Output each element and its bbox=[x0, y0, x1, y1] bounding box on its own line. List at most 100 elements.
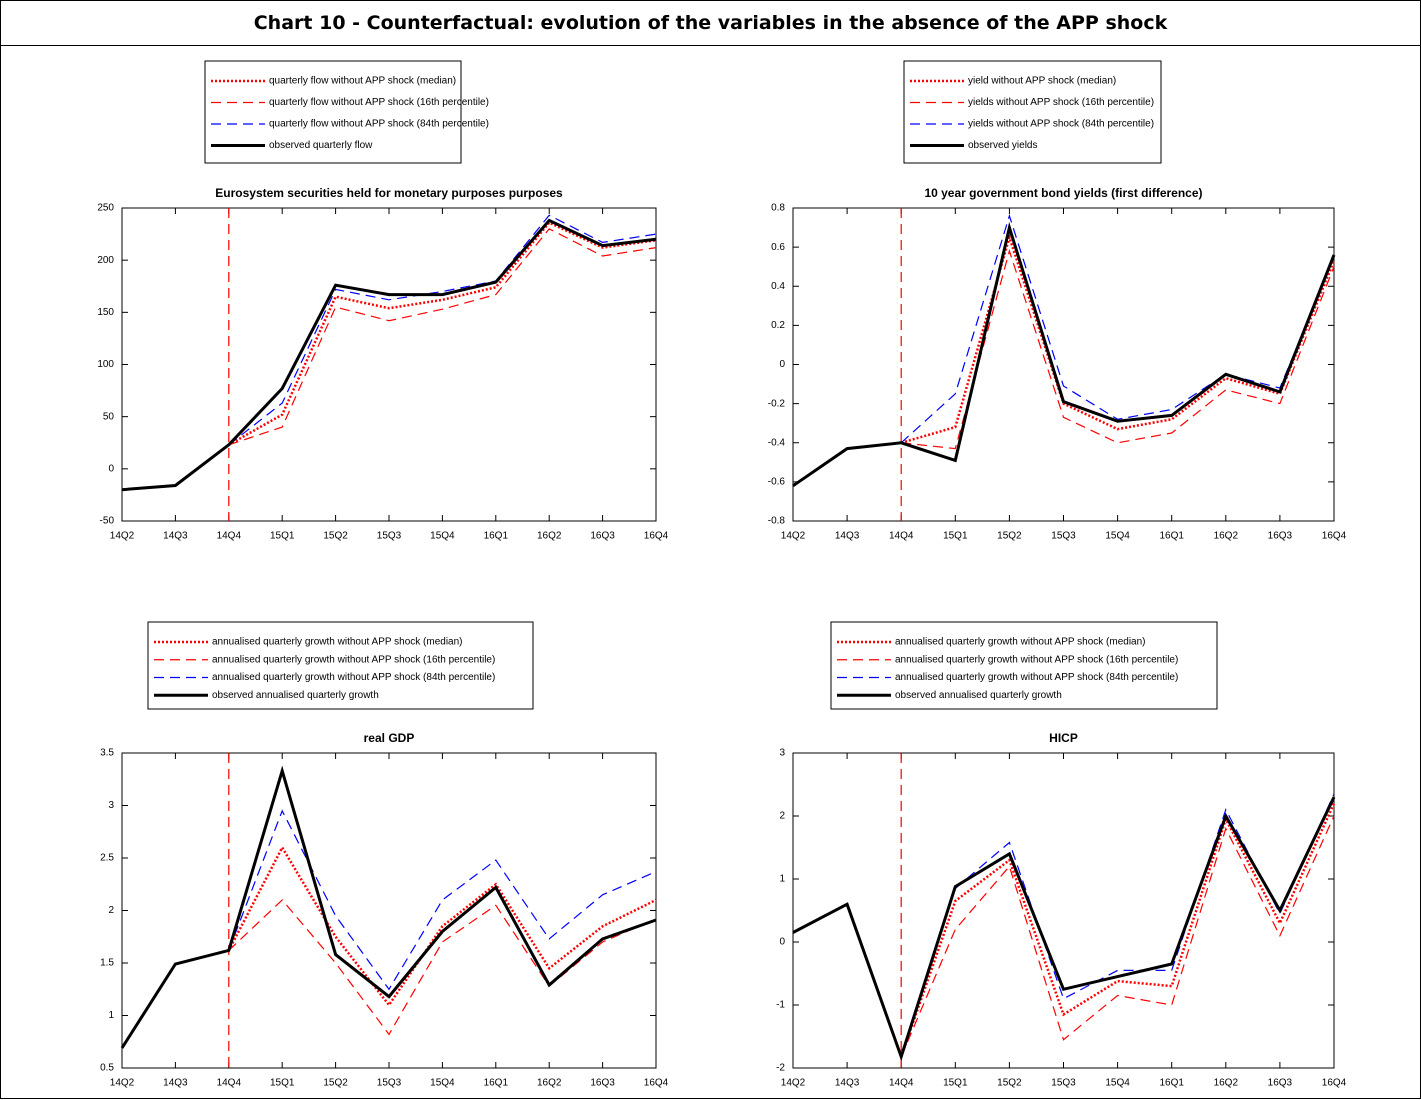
legend-box bbox=[903, 60, 1162, 164]
series-line bbox=[228, 221, 657, 446]
legend-label: annualised quarterly growth without APP … bbox=[895, 637, 1146, 648]
x-tick-label: 14Q4 bbox=[217, 531, 242, 542]
x-tick-label: 14Q4 bbox=[889, 1078, 914, 1089]
legend-label: observed annualised quarterly growth bbox=[212, 690, 379, 701]
y-tick-label: -50 bbox=[100, 516, 115, 527]
y-tick-label: 0.2 bbox=[771, 320, 785, 331]
legend-label: annualised quarterly growth without APP … bbox=[212, 654, 495, 665]
series-line bbox=[792, 221, 1336, 488]
y-tick-label: 1 bbox=[108, 1010, 114, 1021]
y-tick-label: 3 bbox=[779, 748, 785, 759]
y-tick-label: 0.6 bbox=[771, 242, 785, 253]
x-tick-label: 16Q4 bbox=[644, 531, 669, 542]
x-tick-label: 15Q3 bbox=[1051, 1078, 1076, 1089]
y-tick-label: 3 bbox=[108, 800, 114, 811]
y-tick-label: 3.5 bbox=[100, 748, 114, 759]
y-tick-label: 1 bbox=[779, 874, 785, 885]
series-line bbox=[900, 815, 1335, 1057]
x-tick-label: 15Q2 bbox=[997, 1078, 1022, 1089]
x-tick-label: 14Q4 bbox=[889, 531, 914, 542]
series-line bbox=[900, 793, 1335, 1057]
y-tick-label: 0 bbox=[108, 463, 114, 474]
panel-title: HICP bbox=[1049, 731, 1078, 745]
series-line bbox=[120, 765, 657, 1049]
x-tick-label: 15Q1 bbox=[943, 531, 968, 542]
legend-box bbox=[204, 60, 462, 164]
x-tick-label: 14Q3 bbox=[163, 1078, 188, 1089]
x-tick-label: 16Q1 bbox=[1159, 1078, 1184, 1089]
x-tick-label: 16Q4 bbox=[644, 1078, 669, 1089]
y-tick-label: 1.5 bbox=[100, 958, 114, 969]
legend-box bbox=[147, 621, 534, 710]
panel-title: Eurosystem securities held for monetary … bbox=[215, 186, 563, 200]
series-line bbox=[900, 802, 1336, 1058]
legend-label: annualised quarterly growth without APP … bbox=[212, 672, 495, 683]
y-tick-label: 150 bbox=[97, 307, 114, 318]
legend-label: annualised quarterly growth without APP … bbox=[895, 654, 1178, 665]
x-tick-label: 15Q4 bbox=[430, 1078, 455, 1089]
x-tick-label: 16Q2 bbox=[1214, 1078, 1239, 1089]
panel-title: 10 year government bond yields (first di… bbox=[924, 186, 1202, 200]
plot-area bbox=[121, 207, 657, 522]
x-tick-label: 16Q1 bbox=[484, 531, 509, 542]
x-tick-label: 15Q2 bbox=[997, 531, 1022, 542]
x-tick-label: 16Q1 bbox=[484, 1078, 509, 1089]
x-tick-label: 16Q2 bbox=[537, 1078, 562, 1089]
y-tick-label: 2.5 bbox=[100, 853, 114, 864]
legend-label: yield without APP shock (median) bbox=[968, 76, 1116, 87]
x-tick-label: 16Q3 bbox=[590, 531, 615, 542]
x-tick-label: 14Q3 bbox=[163, 531, 188, 542]
x-tick-label: 15Q3 bbox=[377, 531, 402, 542]
y-tick-label: -0.4 bbox=[768, 437, 786, 448]
x-tick-label: 16Q2 bbox=[537, 531, 562, 542]
x-tick-label: 16Q1 bbox=[1159, 531, 1184, 542]
y-tick-label: 2 bbox=[108, 905, 114, 916]
series-line bbox=[227, 844, 657, 1008]
series-line bbox=[228, 228, 657, 446]
x-tick-label: 15Q2 bbox=[323, 531, 348, 542]
legend-label: quarterly flow without APP shock (16th p… bbox=[269, 97, 489, 108]
x-tick-label: 14Q2 bbox=[110, 1078, 135, 1089]
legend-label: observed quarterly flow bbox=[269, 140, 373, 151]
page-title: Chart 10 - Counterfactual: evolution of … bbox=[1, 1, 1420, 46]
x-tick-label: 15Q3 bbox=[1051, 531, 1076, 542]
x-tick-label: 15Q1 bbox=[270, 1078, 295, 1089]
legend-label: quarterly flow without APP shock (84th p… bbox=[269, 119, 489, 130]
x-tick-label: 16Q2 bbox=[1214, 531, 1239, 542]
x-tick-label: 15Q4 bbox=[1105, 531, 1130, 542]
x-tick-label: 14Q3 bbox=[835, 1078, 860, 1089]
y-tick-label: 0 bbox=[779, 359, 785, 370]
legend-label: quarterly flow without APP shock (median… bbox=[269, 76, 456, 87]
x-tick-label: 15Q2 bbox=[323, 1078, 348, 1089]
series-line bbox=[792, 796, 1336, 1062]
x-tick-label: 16Q3 bbox=[590, 1078, 615, 1089]
y-tick-label: 0.8 bbox=[771, 203, 785, 214]
legend-label: observed yields bbox=[968, 140, 1037, 151]
y-tick-label: 0.4 bbox=[771, 281, 785, 292]
x-tick-label: 15Q4 bbox=[1105, 1078, 1130, 1089]
legend-label: annualised quarterly growth without APP … bbox=[212, 637, 463, 648]
x-tick-label: 16Q4 bbox=[1322, 531, 1347, 542]
plot-area bbox=[792, 752, 1335, 1069]
series-line bbox=[900, 213, 1335, 444]
x-tick-label: 14Q2 bbox=[781, 1078, 806, 1089]
y-tick-label: -0.2 bbox=[768, 398, 786, 409]
x-tick-label: 16Q4 bbox=[1322, 1078, 1347, 1089]
x-tick-label: 15Q1 bbox=[943, 1078, 968, 1089]
y-tick-label: -0.6 bbox=[768, 477, 786, 488]
y-tick-label: -2 bbox=[776, 1063, 785, 1074]
legend-label: yields without APP shock (84th percentil… bbox=[968, 119, 1154, 130]
series-line bbox=[121, 218, 657, 492]
y-tick-label: 0 bbox=[779, 937, 785, 948]
y-tick-label: -1 bbox=[776, 1000, 785, 1011]
x-tick-label: 16Q3 bbox=[1268, 531, 1293, 542]
series-line bbox=[228, 809, 657, 991]
x-tick-label: 14Q2 bbox=[110, 531, 135, 542]
y-tick-label: 250 bbox=[97, 203, 114, 214]
x-tick-label: 15Q3 bbox=[377, 1078, 402, 1089]
y-tick-label: 0.5 bbox=[100, 1063, 114, 1074]
y-tick-label: 2 bbox=[779, 811, 785, 822]
y-tick-label: -0.8 bbox=[768, 516, 786, 527]
legend-box bbox=[830, 621, 1218, 710]
